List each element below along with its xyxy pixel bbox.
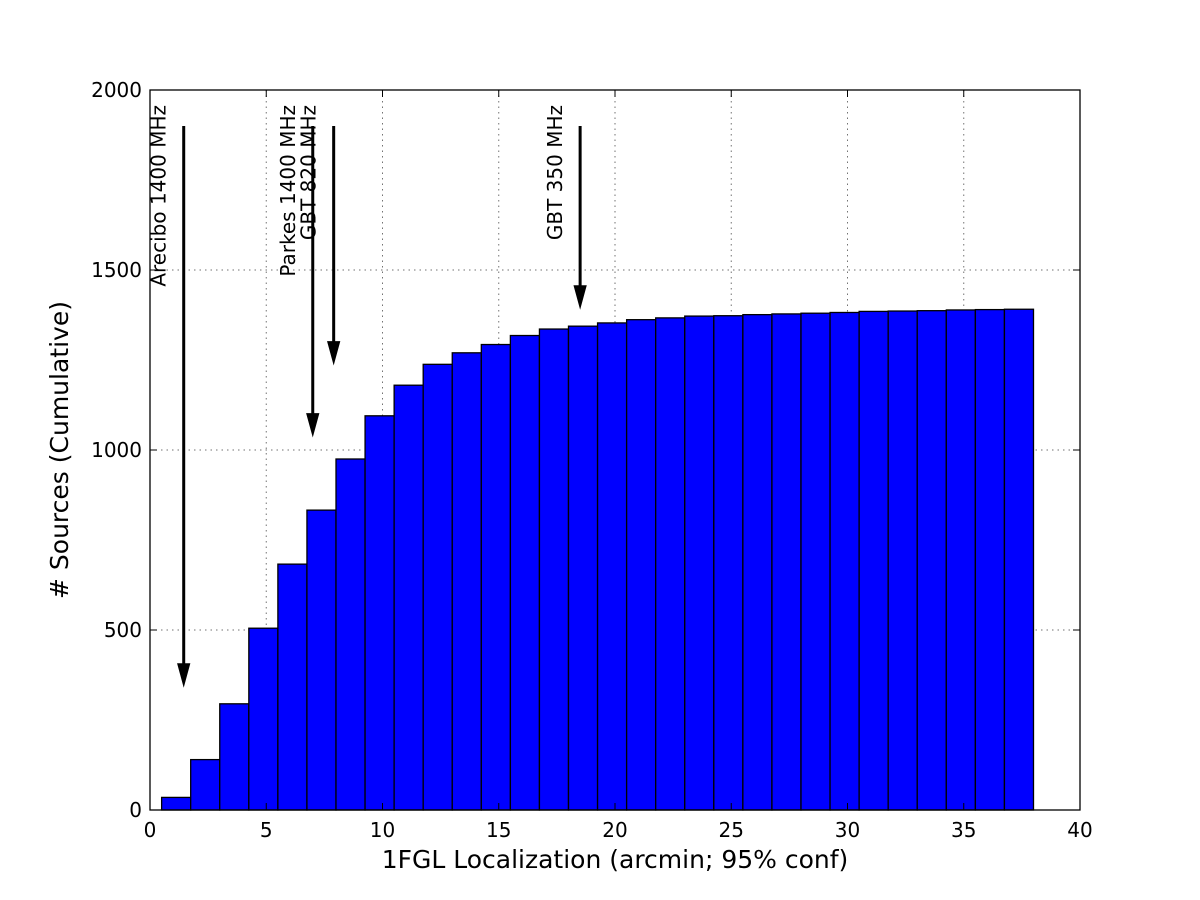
histogram-bar: [277, 563, 308, 811]
histogram-bars: [160, 308, 1035, 811]
x-tick-label: 15: [486, 818, 511, 842]
annotation-label: Arecibo 1400 MHz: [147, 105, 171, 287]
y-tick-label: 1500: [91, 258, 142, 282]
histogram-bar: [393, 384, 424, 811]
y-tick-label: 500: [104, 618, 142, 642]
histogram-bar: [190, 758, 221, 811]
annotation: Arecibo 1400 MHz: [147, 105, 191, 688]
annotation: GBT 820 MHz: [297, 105, 341, 366]
annotation-arrow-head: [306, 413, 320, 438]
annotation-label: Parkes 1400 MHz: [276, 105, 300, 277]
x-tick-label: 5: [260, 818, 273, 842]
annotation-arrow-head: [327, 341, 341, 366]
histogram-bar: [684, 315, 715, 811]
annotation: Parkes 1400 MHz: [276, 105, 320, 438]
y-tick-label: 0: [129, 798, 142, 822]
annotation-arrow-head: [177, 663, 191, 688]
annotation-label: GBT 820 MHz: [297, 105, 321, 240]
histogram-bar: [160, 796, 192, 811]
x-tick-label: 0: [144, 818, 157, 842]
histogram-bar: [858, 310, 889, 811]
histogram-bar: [625, 319, 657, 811]
histogram-bar: [480, 343, 512, 811]
x-tick-label: 20: [602, 818, 627, 842]
y-tick-label: 2000: [91, 78, 142, 102]
y-axis-label: # Sources (Cumulative): [45, 301, 74, 599]
histogram-bar: [306, 509, 337, 811]
histogram-bar: [829, 311, 860, 811]
histogram-bar: [945, 309, 977, 811]
histogram-bar: [742, 313, 773, 811]
x-tick-label: 30: [835, 818, 860, 842]
histogram-bar: [422, 363, 453, 811]
histogram-bar: [538, 328, 570, 811]
x-tick-label: 25: [719, 818, 744, 842]
annotation-arrow-head: [573, 285, 587, 310]
histogram-bar: [1003, 308, 1035, 811]
histogram-bar: [219, 703, 250, 811]
axis-ticks: 0 5 10 15 20 25 30 35 40 0 500 1000 1500 2000: [91, 78, 1093, 842]
histogram-bar: [800, 312, 831, 811]
annotation-label: GBT 350 MHz: [543, 105, 567, 240]
x-tick-label: 10: [370, 818, 395, 842]
histogram-bar: [509, 334, 541, 811]
x-axis-label: 1FGL Localization (arcmin; 95% conf): [382, 845, 849, 874]
histogram-bar: [655, 317, 686, 811]
histogram-bar: [713, 315, 744, 811]
histogram-bar: [887, 310, 918, 811]
x-tick-label: 40: [1067, 818, 1092, 842]
histogram-bar: [364, 415, 395, 811]
histogram-bar: [771, 313, 802, 811]
histogram-bar: [451, 352, 482, 811]
histogram-bar: [974, 308, 1006, 811]
annotation: GBT 350 MHz: [543, 105, 587, 310]
histogram-bar: [596, 322, 628, 811]
histogram-bar: [567, 325, 599, 811]
x-tick-label: 35: [951, 818, 976, 842]
histogram-bar: [916, 310, 947, 811]
histogram-bar: [335, 458, 366, 811]
y-tick-label: 1000: [91, 438, 142, 462]
histogram-bar: [248, 627, 279, 811]
